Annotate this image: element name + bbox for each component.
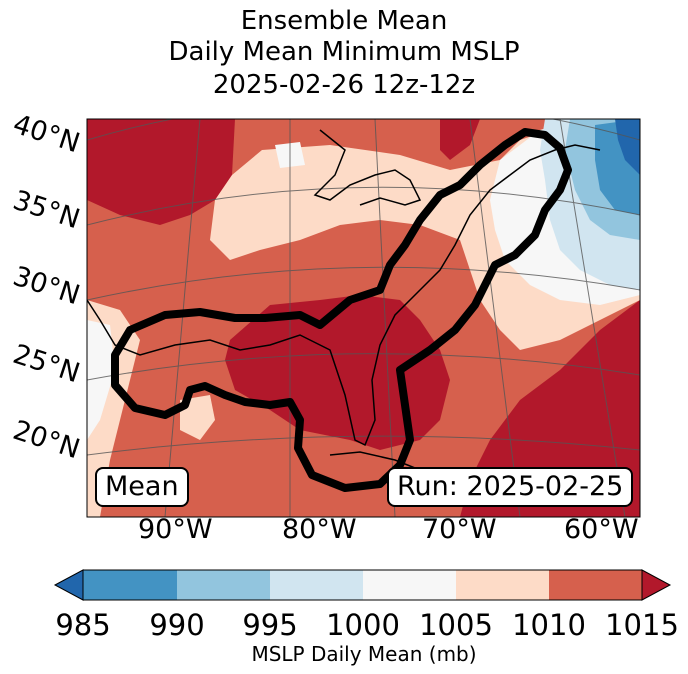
title-line-2: Daily Mean Minimum MSLP — [168, 37, 520, 67]
colorbar-bin-990-995 — [177, 570, 270, 600]
lon-label-60: 60°W — [564, 514, 639, 545]
field-1000-1005-west — [87, 320, 115, 440]
colorbar-extend-low — [53, 569, 84, 601]
map-frame — [86, 118, 641, 518]
coastline — [87, 144, 601, 447]
lon-label-80: 80°W — [282, 514, 357, 545]
run-label: Run: 2025-02-25 — [387, 467, 634, 507]
title-line-3: 2025-02-26 12z-12z — [212, 70, 476, 100]
title-line-1: Ensemble Mean — [240, 6, 448, 36]
colorbar-tick-1000: 1000 — [326, 608, 400, 642]
colorbar-bin-1010-1015 — [549, 570, 642, 600]
pressure-map — [86, 118, 641, 518]
colorbar-bin-995-1000 — [270, 570, 363, 600]
colorbar-bin-1005-1010 — [456, 570, 549, 600]
field-1015-east — [460, 300, 640, 517]
colorbar-tick-985: 985 — [55, 608, 111, 642]
field-below-985 — [615, 119, 640, 175]
colorbar-tick-995: 995 — [242, 608, 298, 642]
colorbar-label: MSLP Daily Mean (mb) — [251, 642, 477, 666]
colorbar-tick-1015: 1015 — [605, 608, 679, 642]
colorbar-tick-990: 990 — [149, 608, 205, 642]
lon-label-90: 90°W — [138, 514, 213, 545]
lon-label-70: 70°W — [422, 514, 497, 545]
colorbar-extend-high — [641, 569, 672, 601]
colorbar — [53, 569, 672, 601]
colorbar-frame — [82, 569, 643, 601]
colorbar-tick-1010: 1010 — [512, 608, 586, 642]
colorbar-bin-985-990 — [83, 570, 177, 600]
mean-label: Mean — [95, 467, 189, 507]
great-lakes — [313, 129, 422, 206]
ensemble-outline — [111, 128, 572, 492]
field-1015-ne — [440, 119, 480, 160]
colorbar-bin-1000-1005 — [363, 570, 456, 600]
colorbar-tick-1005: 1005 — [419, 608, 493, 642]
